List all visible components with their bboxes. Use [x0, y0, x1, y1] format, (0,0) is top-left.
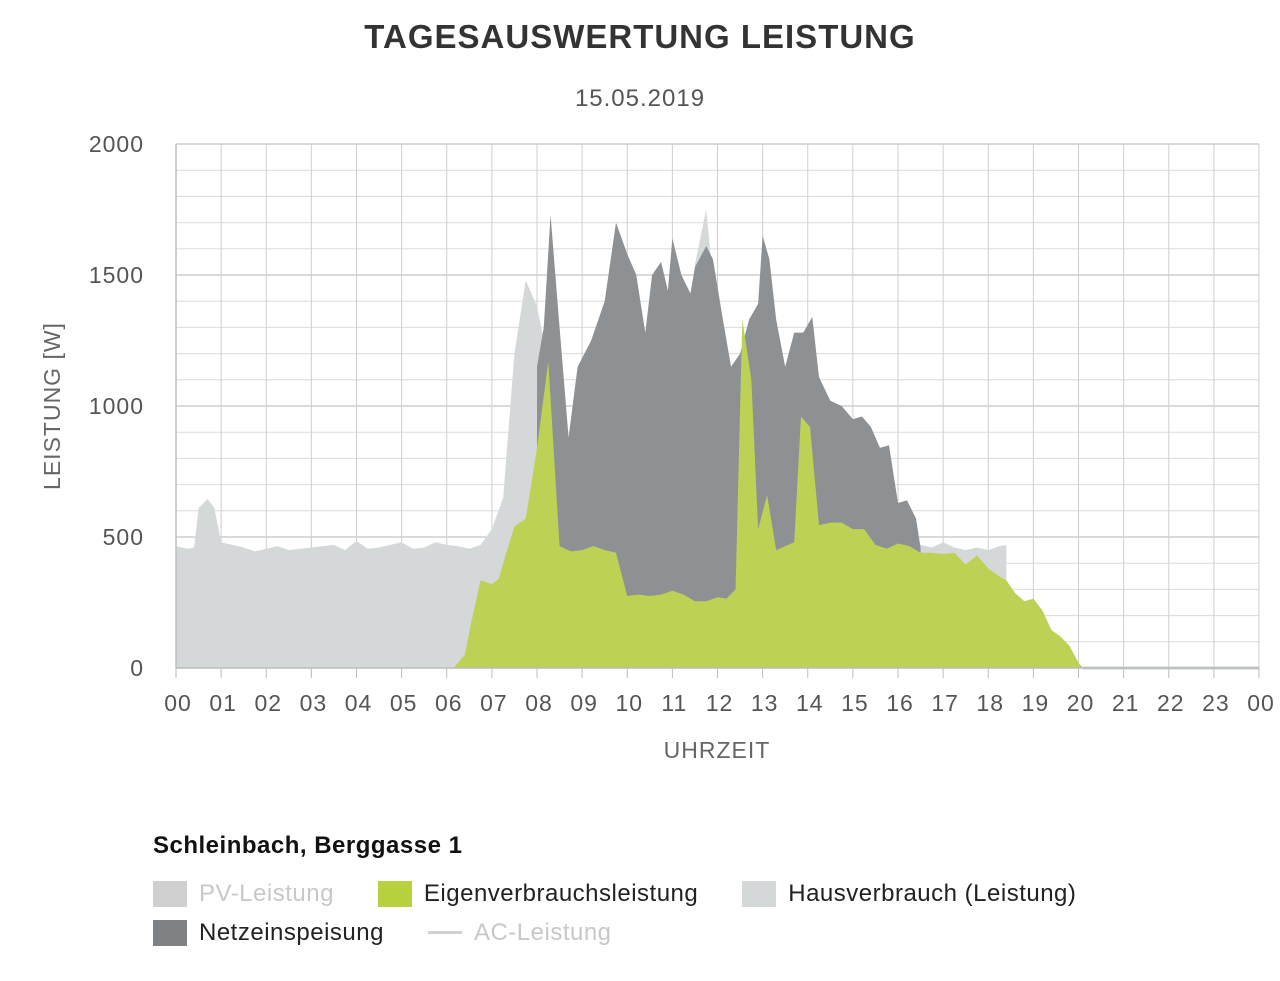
x-tick-label: 12 — [706, 690, 734, 716]
legend-swatch-eigenverbrauchsleistung — [377, 880, 412, 907]
x-tick-label: 04 — [345, 690, 373, 716]
x-tick-label: 22 — [1157, 690, 1185, 716]
x-tick-label: 00 — [164, 690, 192, 716]
x-tick-label: 21 — [1112, 690, 1140, 716]
x-tick-label: 18 — [976, 690, 1004, 716]
x-tick-label: 09 — [570, 690, 598, 716]
x-tick-label: 13 — [751, 690, 779, 716]
legend-row-1: PV-Leistung Eigenverbrauchsleistung Haus… — [153, 874, 1253, 913]
y-tick-label: 500 — [103, 524, 144, 550]
x-tick-label: 02 — [254, 690, 282, 716]
x-tick-label: 08 — [525, 690, 553, 716]
legend-item-netzeinspeisung[interactable]: Netzeinspeisung — [153, 919, 384, 947]
legend-item-hausverbrauch[interactable]: Hausverbrauch (Leistung) — [742, 880, 1076, 908]
legend-label-eigenverbrauchsleistung: Eigenverbrauchsleistung — [423, 879, 699, 907]
legend-swatch-pv-leistung — [153, 880, 187, 907]
area-eigenverbrauchsleistung — [453, 319, 1084, 668]
legend-swatch-hausverbrauch — [742, 880, 777, 907]
x-tick-label: 17 — [931, 690, 959, 716]
legend-item-pv-leistung[interactable]: PV-Leistung — [153, 880, 334, 908]
x-tick-label: 23 — [1202, 690, 1230, 716]
x-tick-label: 16 — [886, 690, 914, 716]
legend-label-ac-leistung: AC-Leistung — [473, 918, 612, 946]
x-tick-label: 05 — [390, 690, 418, 716]
legend-label-netzeinspeisung: Netzeinspeisung — [199, 918, 384, 946]
x-tick-label: 07 — [480, 690, 508, 716]
legend-row-2: Netzeinspeisung AC-Leistung — [153, 913, 1253, 952]
y-tick-label: 1000 — [89, 393, 144, 419]
x-tick-label: 10 — [615, 690, 643, 716]
chart-title: TAGESAUSWERTUNG LEISTUNG — [364, 18, 915, 55]
x-tick-label: 14 — [796, 690, 824, 716]
x-tick-label: 06 — [435, 690, 463, 716]
x-tick-label: 03 — [300, 690, 328, 716]
y-axis-ticks: 0 500 1000 1500 2000 — [89, 131, 144, 681]
x-tick-label: 00 — [1247, 690, 1275, 716]
x-tick-label: 19 — [1022, 690, 1050, 716]
y-tick-label: 1500 — [89, 262, 144, 288]
x-tick-label: 20 — [1067, 690, 1095, 716]
legend-item-eigenverbrauchsleistung[interactable]: Eigenverbrauchsleistung — [377, 879, 699, 908]
y-tick-label: 2000 — [89, 131, 144, 157]
y-tick-label: 0 — [130, 655, 144, 681]
legend-label-hausverbrauch: Hausverbrauch (Leistung) — [788, 879, 1077, 907]
x-tick-label: 11 — [661, 690, 687, 716]
x-axis-ticks: 00 01 02 03 04 05 06 07 08 09 10 11 12 13 14 15 16 17 18 19… — [164, 668, 1275, 716]
y-axis-label: LEISTUNG [W] — [39, 322, 65, 490]
legend-line-ac-leistung — [427, 931, 462, 934]
x-axis-label: UHRZEIT — [664, 737, 771, 763]
chart-subtitle: 15.05.2019 — [575, 85, 705, 112]
legend-item-ac-leistung[interactable]: AC-Leistung — [427, 918, 612, 947]
legend-title: Schleinbach, Berggasse 1 — [153, 832, 463, 859]
legend-label-pv-leistung: PV-Leistung — [199, 879, 334, 907]
chart-legend: Schleinbach, Berggasse 1 PV-Leistung Eig… — [153, 832, 1253, 952]
legend-swatch-netzeinspeisung — [153, 919, 187, 946]
x-tick-label: 15 — [841, 690, 869, 716]
x-tick-label: 01 — [209, 690, 237, 716]
